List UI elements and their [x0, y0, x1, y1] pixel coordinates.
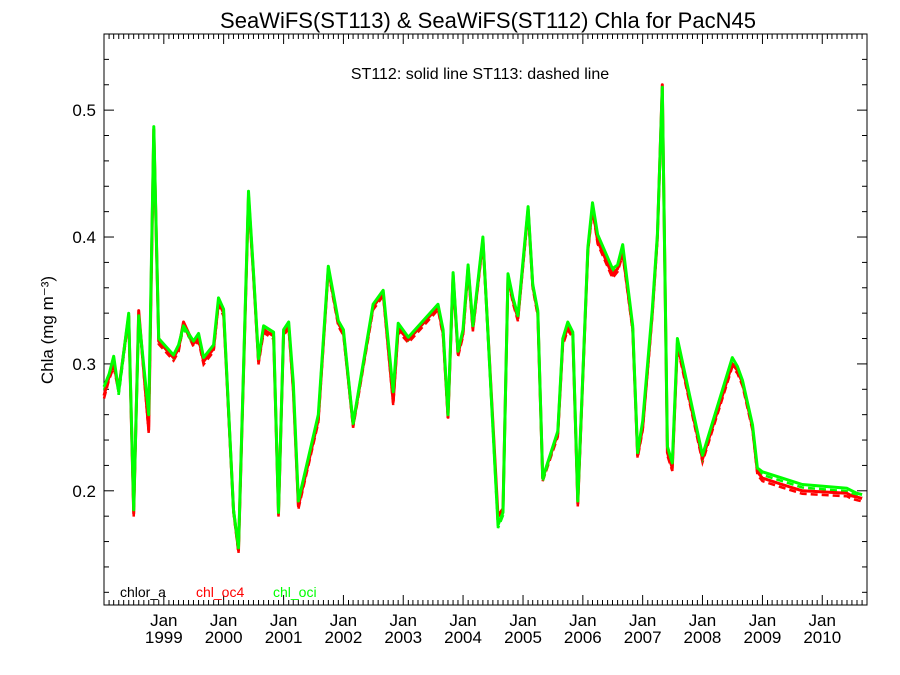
y-tick-label: 0.5 [72, 101, 96, 120]
legend-item-chl-oci: chl_oci [273, 584, 317, 600]
x-tick-label-month: Jan [509, 611, 536, 630]
x-tick-label-year: 2001 [265, 628, 303, 647]
x-tick-label-year: 2007 [624, 628, 662, 647]
plot-frame [103, 33, 868, 606]
x-tick-label-month: Jan [270, 611, 297, 630]
x-tick-label-year: 2005 [504, 628, 542, 647]
x-tick-label-month: Jan [210, 611, 237, 630]
x-tick-label-month: Jan [330, 611, 357, 630]
x-tick-label-year: 2008 [684, 628, 722, 647]
legend-item-chl-oc4: chl_oc4 [196, 584, 244, 600]
chart-annotation: ST112: solid line ST113: dashed line [351, 66, 609, 83]
y-tick-label: 0.4 [72, 228, 96, 247]
y-axis-label: Chla (mg m⁻³) [38, 276, 57, 384]
x-tick-label-month: Jan [629, 611, 656, 630]
x-tick-label-year: 2009 [744, 628, 782, 647]
legend-item-chlor-a: chlor_a [120, 584, 166, 600]
x-tick-label-year: 2004 [444, 628, 482, 647]
series-chl-oci-line [102, 85, 863, 550]
y-tick-label: 0.2 [72, 482, 96, 501]
x-tick-label-month: Jan [569, 611, 596, 630]
plot-area: 0.20.30.40.5Jan1999Jan2000Jan2001Jan2002… [72, 33, 868, 647]
x-tick-label-year: 2010 [803, 628, 841, 647]
chart-title: SeaWiFS(ST113) & SeaWiFS(ST112) Chla for… [220, 8, 756, 33]
x-tick-label-month: Jan [749, 611, 776, 630]
legend: chlor_a chl_oc4 chl_oci [120, 584, 317, 600]
x-tick-label-month: Jan [809, 611, 836, 630]
x-tick-label-month: Jan [390, 611, 417, 630]
x-tick-label-month: Jan [150, 611, 177, 630]
x-tick-label-year: 2002 [325, 628, 363, 647]
x-tick-label-year: 2000 [205, 628, 243, 647]
x-tick-label-month: Jan [689, 611, 716, 630]
x-tick-label-month: Jan [449, 611, 476, 630]
x-tick-label-year: 2006 [564, 628, 602, 647]
x-tick-label-year: 1999 [145, 628, 183, 647]
y-tick-label: 0.3 [72, 355, 96, 374]
x-tick-label-year: 2003 [384, 628, 422, 647]
